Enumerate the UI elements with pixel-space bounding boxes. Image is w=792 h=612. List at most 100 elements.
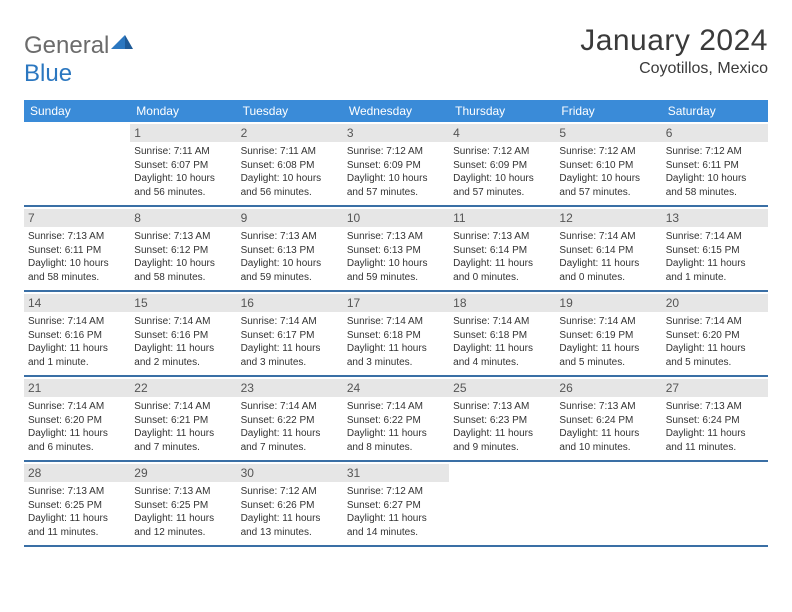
day-cell: 9Sunrise: 7:13 AMSunset: 6:13 PMDaylight…: [237, 207, 343, 290]
day-info: Sunrise: 7:14 AMSunset: 6:21 PMDaylight:…: [134, 400, 232, 454]
day-number: 28: [24, 464, 130, 482]
day-cell: 22Sunrise: 7:14 AMSunset: 6:21 PMDayligh…: [130, 377, 236, 460]
day-info: Sunrise: 7:13 AMSunset: 6:13 PMDaylight:…: [347, 230, 445, 284]
sunset-text: Sunset: 6:09 PM: [453, 159, 551, 173]
day-info: Sunrise: 7:11 AMSunset: 6:08 PMDaylight:…: [241, 145, 339, 199]
sunrise-text: Sunrise: 7:12 AM: [241, 485, 339, 499]
day-cell: 31Sunrise: 7:12 AMSunset: 6:27 PMDayligh…: [343, 462, 449, 545]
daylight-text: Daylight: 11 hours and 6 minutes.: [28, 427, 126, 454]
daylight-text: Daylight: 11 hours and 7 minutes.: [134, 427, 232, 454]
day-number: 19: [555, 294, 661, 312]
daylight-text: Daylight: 10 hours and 56 minutes.: [241, 172, 339, 199]
day-info: Sunrise: 7:12 AMSunset: 6:10 PMDaylight:…: [559, 145, 657, 199]
daylight-text: Daylight: 10 hours and 58 minutes.: [134, 257, 232, 284]
week-row: 28Sunrise: 7:13 AMSunset: 6:25 PMDayligh…: [24, 462, 768, 547]
weeks-container: 1Sunrise: 7:11 AMSunset: 6:07 PMDaylight…: [24, 122, 768, 547]
day-number: 30: [237, 464, 343, 482]
day-header-tuesday: Tuesday: [237, 100, 343, 122]
day-header-saturday: Saturday: [662, 100, 768, 122]
day-cell: 17Sunrise: 7:14 AMSunset: 6:18 PMDayligh…: [343, 292, 449, 375]
header-row: GeneralBlue January 2024 Coyotillos, Mex…: [24, 24, 768, 88]
sunrise-text: Sunrise: 7:13 AM: [241, 230, 339, 244]
sunrise-text: Sunrise: 7:14 AM: [241, 315, 339, 329]
sunrise-text: Sunrise: 7:12 AM: [666, 145, 764, 159]
day-info: Sunrise: 7:12 AMSunset: 6:26 PMDaylight:…: [241, 485, 339, 539]
day-header-monday: Monday: [130, 100, 236, 122]
day-cell-empty: [449, 462, 555, 545]
day-cell: 30 Sunrise: 7:12 AMSunset: 6:26 PMDayligh…: [237, 462, 343, 545]
week-row: 7Sunrise: 7:13 AMSunset: 6:11 PMDaylight…: [24, 207, 768, 292]
daylight-text: Daylight: 11 hours and 9 minutes.: [453, 427, 551, 454]
day-info: Sunrise: 7:12 AMSunset: 6:27 PMDaylight:…: [347, 485, 445, 539]
day-cell: 20Sunrise: 7:14 AMSunset: 6:20 PMDayligh…: [662, 292, 768, 375]
sunrise-text: Sunrise: 7:12 AM: [453, 145, 551, 159]
day-info: Sunrise: 7:14 AMSunset: 6:15 PMDaylight:…: [666, 230, 764, 284]
day-header-wednesday: Wednesday: [343, 100, 449, 122]
sunrise-text: Sunrise: 7:14 AM: [559, 315, 657, 329]
sunrise-text: Sunrise: 7:13 AM: [28, 485, 126, 499]
sunrise-text: Sunrise: 7:14 AM: [453, 315, 551, 329]
day-header-sunday: Sunday: [24, 100, 130, 122]
day-cell: 21Sunrise: 7:14 AMSunset: 6:20 PMDayligh…: [24, 377, 130, 460]
sunset-text: Sunset: 6:18 PM: [347, 329, 445, 343]
day-number: 23: [237, 379, 343, 397]
sunrise-text: Sunrise: 7:13 AM: [134, 485, 232, 499]
day-cell: 16Sunrise: 7:14 AMSunset: 6:17 PMDayligh…: [237, 292, 343, 375]
daylight-text: Daylight: 11 hours and 1 minute.: [28, 342, 126, 369]
daylight-text: Daylight: 10 hours and 57 minutes.: [347, 172, 445, 199]
logo-prefix: General: [24, 32, 109, 59]
sunrise-text: Sunrise: 7:11 AM: [241, 145, 339, 159]
day-number: 13: [662, 209, 768, 227]
daylight-text: Daylight: 11 hours and 1 minute.: [666, 257, 764, 284]
sunrise-text: Sunrise: 7:13 AM: [559, 400, 657, 414]
day-number: 8: [130, 209, 236, 227]
sunrise-text: Sunrise: 7:14 AM: [347, 315, 445, 329]
daylight-text: Daylight: 10 hours and 56 minutes.: [134, 172, 232, 199]
day-cell: 11Sunrise: 7:13 AMSunset: 6:14 PMDayligh…: [449, 207, 555, 290]
day-cell: 7Sunrise: 7:13 AMSunset: 6:11 PMDaylight…: [24, 207, 130, 290]
daylight-text: Daylight: 11 hours and 12 minutes.: [134, 512, 232, 539]
sunset-text: Sunset: 6:16 PM: [134, 329, 232, 343]
sunrise-text: Sunrise: 7:12 AM: [347, 145, 445, 159]
daylight-text: Daylight: 11 hours and 7 minutes.: [241, 427, 339, 454]
sunrise-text: Sunrise: 7:14 AM: [28, 315, 126, 329]
day-info: Sunrise: 7:13 AMSunset: 6:24 PMDaylight:…: [559, 400, 657, 454]
sunset-text: Sunset: 6:17 PM: [241, 329, 339, 343]
daylight-text: Daylight: 11 hours and 8 minutes.: [347, 427, 445, 454]
sunset-text: Sunset: 6:09 PM: [347, 159, 445, 173]
week-row: 14Sunrise: 7:14 AMSunset: 6:16 PMDayligh…: [24, 292, 768, 377]
daylight-text: Daylight: 10 hours and 59 minutes.: [347, 257, 445, 284]
title-block: January 2024 Coyotillos, Mexico: [580, 24, 768, 78]
daylight-text: Daylight: 10 hours and 57 minutes.: [453, 172, 551, 199]
day-number: 16: [237, 294, 343, 312]
day-number: 9: [237, 209, 343, 227]
day-info: Sunrise: 7:14 AMSunset: 6:14 PMDaylight:…: [559, 230, 657, 284]
day-cell: 10 Sunrise: 7:13 AMSunset: 6:13 PMDayligh…: [343, 207, 449, 290]
sunrise-text: Sunrise: 7:14 AM: [666, 315, 764, 329]
day-cell: 25Sunrise: 7:13 AMSunset: 6:23 PMDayligh…: [449, 377, 555, 460]
sunset-text: Sunset: 6:22 PM: [347, 414, 445, 428]
day-cell: 26Sunrise: 7:13 AMSunset: 6:24 PMDayligh…: [555, 377, 661, 460]
month-title: January 2024: [580, 24, 768, 58]
sunrise-text: Sunrise: 7:13 AM: [134, 230, 232, 244]
day-info: Sunrise: 7:12 AMSunset: 6:09 PMDaylight:…: [347, 145, 445, 199]
daylight-text: Daylight: 11 hours and 3 minutes.: [347, 342, 445, 369]
logo-text: GeneralBlue: [24, 32, 133, 88]
sunrise-text: Sunrise: 7:14 AM: [559, 230, 657, 244]
day-number: 24: [343, 379, 449, 397]
day-number: 18: [449, 294, 555, 312]
sunset-text: Sunset: 6:14 PM: [559, 244, 657, 258]
sunset-text: Sunset: 6:27 PM: [347, 499, 445, 513]
sunset-text: Sunset: 6:16 PM: [28, 329, 126, 343]
day-number: 10: [343, 209, 449, 227]
sunset-text: Sunset: 6:24 PM: [559, 414, 657, 428]
sunset-text: Sunset: 6:19 PM: [559, 329, 657, 343]
day-cell: 1Sunrise: 7:11 AMSunset: 6:07 PMDaylight…: [130, 122, 236, 205]
day-info: Sunrise: 7:14 AMSunset: 6:22 PMDaylight:…: [241, 400, 339, 454]
day-info: Sunrise: 7:14 AMSunset: 6:19 PMDaylight:…: [559, 315, 657, 369]
day-number: 25: [449, 379, 555, 397]
sunrise-text: Sunrise: 7:14 AM: [241, 400, 339, 414]
day-info: Sunrise: 7:14 AMSunset: 6:20 PMDaylight:…: [666, 315, 764, 369]
sunrise-text: Sunrise: 7:13 AM: [28, 230, 126, 244]
day-header-thursday: Thursday: [449, 100, 555, 122]
